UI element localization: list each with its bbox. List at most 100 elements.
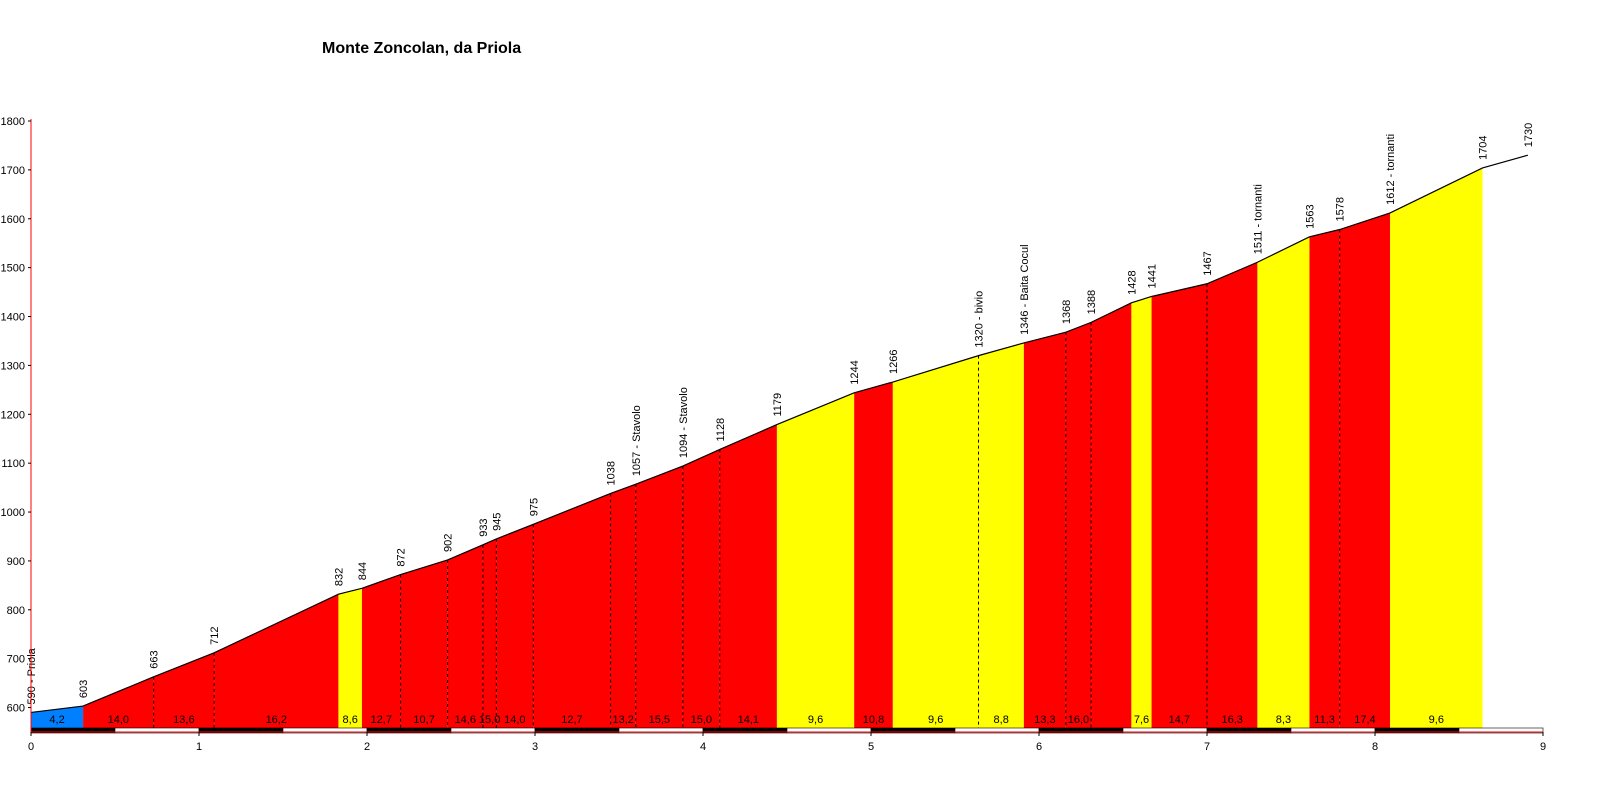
gradient-label: 13,6 [173,714,194,726]
distance-band [1458,727,1544,734]
elevation-label: 1346 - Baita Cocul [1019,244,1031,335]
x-tick-label: 9 [1540,741,1546,753]
x-tick-label: 4 [700,741,706,753]
gradient-labels: 4,2 14,0 13,6 16,2 8,6 12,7 10,7 14,6 15,0 14,0 12… [49,714,1444,726]
profile-segment [1390,167,1483,732]
gradient-label: 8,6 [343,714,358,726]
profile-segment [978,342,1024,732]
profile-segment [31,706,84,732]
profile-segment [361,574,401,732]
profile-segment [214,594,339,732]
profile-segment [482,538,497,732]
x-tick-label: 6 [1036,741,1042,753]
elevation-label: 1368 [1061,300,1073,324]
elevation-label: 1730 [1523,123,1535,147]
profile-segment [400,559,448,732]
x-tick-label: 0 [28,741,34,753]
chart-title: Monte Zoncolan, da Priola [322,40,522,57]
y-tick-label: 1000 [1,507,25,519]
y-tick-label: 600 [7,703,25,715]
elevation-label: 844 [357,562,369,580]
gradient-label: 10,8 [863,714,884,726]
elevation-label: 1467 [1202,251,1214,275]
gradient-label: 15,0 [691,714,712,726]
gradient-label: 8,3 [1276,714,1291,726]
profile-segment [447,544,483,732]
gradient-label: 12,7 [371,714,392,726]
elevation-label: 1128 [715,418,727,442]
profile-segment [1023,332,1066,732]
elevation-label: 603 [78,680,90,698]
profile-segment [1309,229,1340,732]
gradient-label: 15,0 [479,714,500,726]
y-tick-label: 800 [7,605,25,617]
elevation-label: 1511 - tornanti [1252,184,1264,254]
profile-segment [635,466,683,732]
gradient-label: 13,3 [1034,714,1055,726]
elevation-label: 1244 [849,360,861,384]
gradient-label: 9,6 [1429,714,1444,726]
gradient-label: 16,3 [1221,714,1242,726]
y-tick-label: 1200 [1,409,25,421]
elevation-label: 1266 [888,350,900,374]
elevation-label: 712 [209,626,221,644]
y-tick-label: 1300 [1,360,25,372]
profile-segment [1207,262,1258,732]
profile-segment [776,392,855,732]
gradient-label: 9,6 [928,714,943,726]
elevation-label: 1179 [772,393,784,417]
elevation-label: 1388 [1086,290,1098,314]
elevation-label: 1563 [1304,204,1316,228]
x-tick-label: 1 [196,741,202,753]
profile-segments [31,167,1483,733]
profile-segment [892,355,979,732]
gradient-label: 14,0 [504,714,525,726]
elevation-label: 1704 [1478,135,1490,159]
x-tick-label: 7 [1204,741,1210,753]
profile-segment [1257,236,1310,733]
distance-strip [30,727,1544,734]
elevation-label: 975 [528,498,540,516]
gradient-label: 8,8 [994,714,1009,726]
elevation-label: 663 [149,650,161,668]
y-tick-label: 1100 [1,458,25,470]
elevation-label: 1441 [1147,264,1159,288]
x-tick-label: 8 [1372,741,1378,753]
y-tick-label: 900 [7,556,25,568]
x-tick-label: 2 [364,741,370,753]
y-tick-label: 1500 [1,263,25,275]
profile-segment [496,524,534,732]
elevation-label: 1612 - tornanti [1385,134,1397,205]
gradient-label: 16,0 [1068,714,1089,726]
gradient-label: 7,6 [1134,714,1149,726]
elevation-label: 933 [478,518,490,536]
profile-segment [719,424,777,732]
profile-segment [1091,302,1132,732]
gradient-label: 14,6 [455,714,476,726]
gradient-label: 9,6 [808,714,823,726]
gradient-label: 15,5 [649,714,670,726]
segment-dividers [153,229,1341,732]
profile-segment [682,449,720,732]
x-tick-label: 5 [868,741,874,753]
elevation-label: 902 [443,534,455,552]
gradient-label: 14,7 [1169,714,1190,726]
profile-segment [854,382,893,732]
y-tick-labels: 600 700 800 900 1000 1100 1200 1300 1400 1500 1600… [1,116,31,715]
elevation-label: 1578 [1335,197,1347,221]
elevation-label: 1057 - Stavolo [631,405,643,476]
x-tick-label: 3 [532,741,538,753]
profile-segment [1339,212,1391,732]
elevation-label: 872 [396,548,408,566]
gradient-label: 17,4 [1354,714,1375,726]
gradient-label: 11,3 [1314,714,1335,726]
y-tick-label: 1700 [1,165,25,177]
gradient-label: 13,2 [612,714,633,726]
y-tick-label: 1800 [1,116,25,128]
profile-segment [1131,296,1152,732]
gradient-label: 4,2 [49,714,64,726]
profile-line [30,154,1529,714]
gradient-label: 10,7 [413,714,434,726]
profile-segment [338,588,362,732]
